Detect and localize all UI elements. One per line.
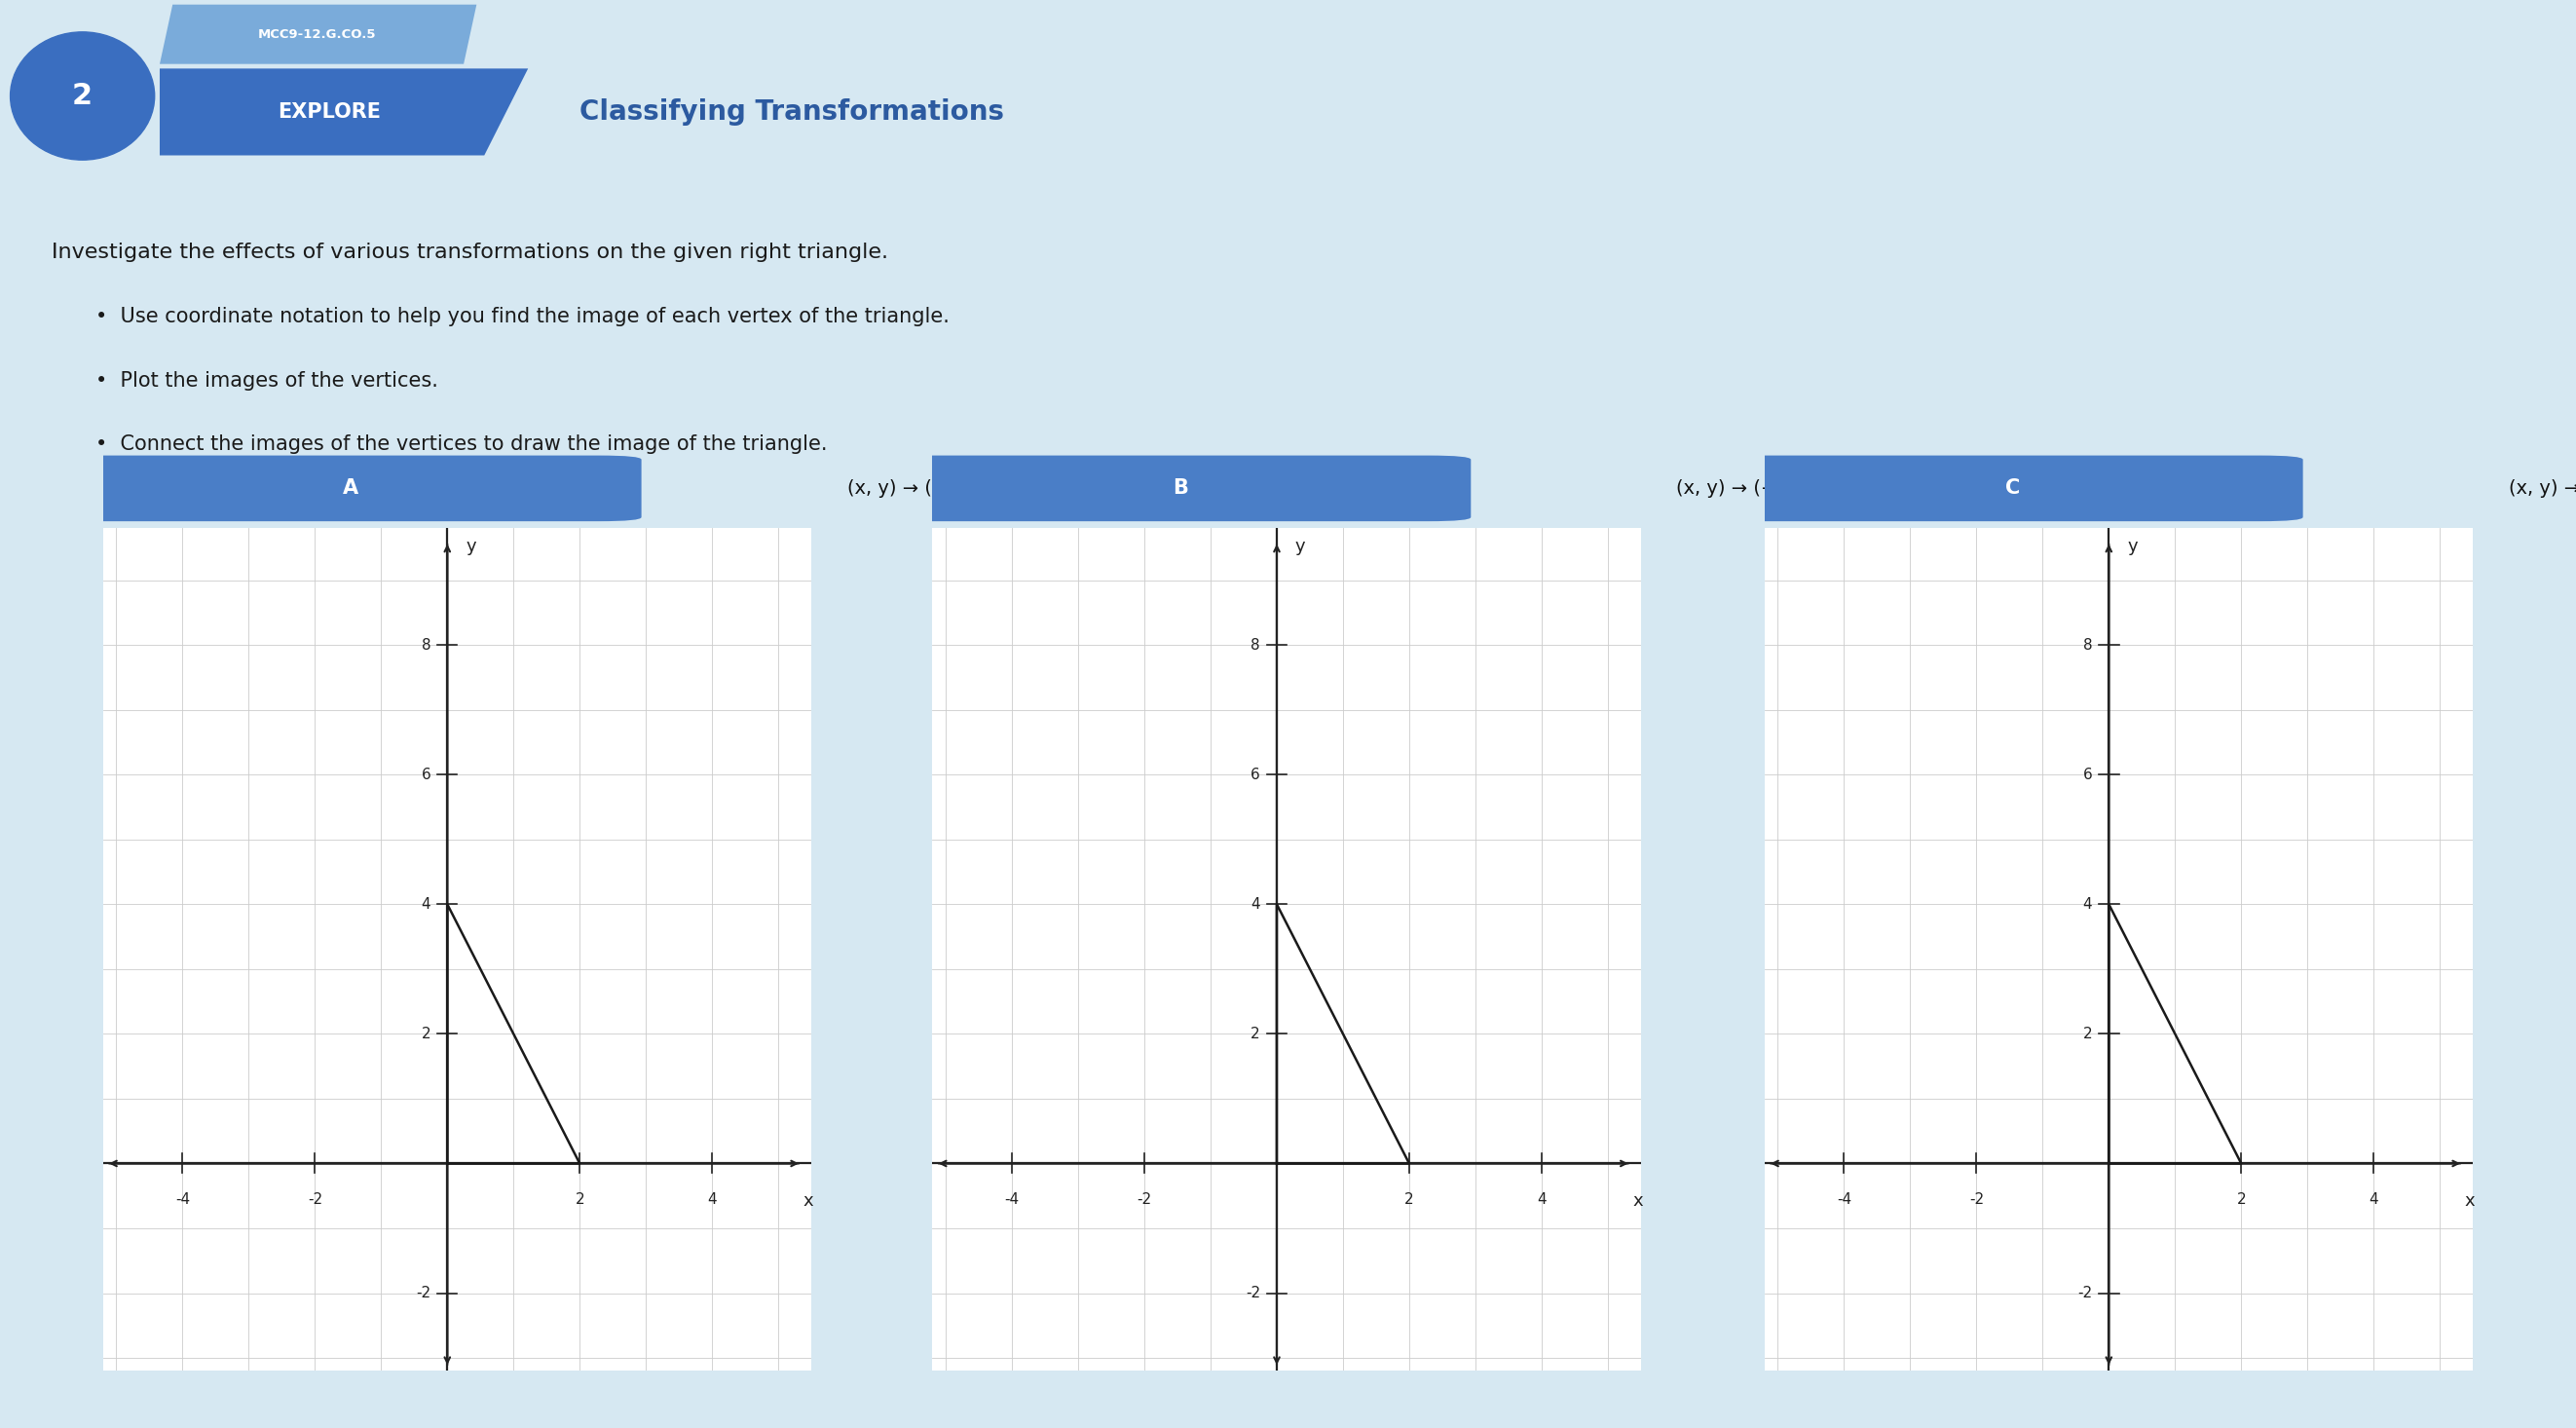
Text: •  Plot the images of the vertices.: • Plot the images of the vertices. xyxy=(95,371,438,390)
Text: y: y xyxy=(2128,538,2138,555)
FancyBboxPatch shape xyxy=(62,456,641,521)
Text: 2: 2 xyxy=(1404,1192,1414,1207)
Text: Classifying Transformations: Classifying Transformations xyxy=(580,99,1005,126)
Circle shape xyxy=(10,31,155,160)
Text: x: x xyxy=(804,1192,814,1210)
Text: y: y xyxy=(466,538,477,555)
Text: MCC9-12.G.CO.5: MCC9-12.G.CO.5 xyxy=(258,29,376,40)
Text: 2: 2 xyxy=(422,1027,430,1041)
Text: y: y xyxy=(1296,538,1306,555)
Text: -2: -2 xyxy=(1136,1192,1151,1207)
Text: •  Use coordinate notation to help you find the image of each vertex of the tria: • Use coordinate notation to help you fi… xyxy=(95,307,951,326)
Text: 6: 6 xyxy=(1252,767,1260,783)
Text: 2: 2 xyxy=(2236,1192,2246,1207)
FancyBboxPatch shape xyxy=(1723,456,2303,521)
Text: 8: 8 xyxy=(1252,638,1260,653)
Text: 2: 2 xyxy=(1252,1027,1260,1041)
Text: 4: 4 xyxy=(2370,1192,2378,1207)
Text: -4: -4 xyxy=(1005,1192,1020,1207)
Text: x: x xyxy=(2465,1192,2476,1210)
Text: 2: 2 xyxy=(72,81,93,110)
Text: 4: 4 xyxy=(422,897,430,911)
Text: (x, y) → (−y, x): (x, y) → (−y, x) xyxy=(2509,480,2576,497)
Text: x: x xyxy=(1633,1192,1643,1210)
Text: 8: 8 xyxy=(422,638,430,653)
Text: 4: 4 xyxy=(2084,897,2092,911)
Text: (x, y) → (−x, y): (x, y) → (−x, y) xyxy=(1677,480,1819,497)
Text: 6: 6 xyxy=(2084,767,2092,783)
Text: B: B xyxy=(1172,478,1188,498)
Text: -2: -2 xyxy=(2079,1285,2092,1301)
Polygon shape xyxy=(160,69,528,156)
Text: 2: 2 xyxy=(2084,1027,2092,1041)
Text: C: C xyxy=(2004,478,2020,498)
Text: -2: -2 xyxy=(1247,1285,1260,1301)
FancyBboxPatch shape xyxy=(891,456,1471,521)
Text: 4: 4 xyxy=(1538,1192,1546,1207)
Text: A: A xyxy=(343,478,358,498)
Text: -4: -4 xyxy=(1837,1192,1852,1207)
Text: -2: -2 xyxy=(417,1285,430,1301)
Text: 4: 4 xyxy=(1252,897,1260,911)
Text: -4: -4 xyxy=(175,1192,191,1207)
Text: -2: -2 xyxy=(1968,1192,1984,1207)
Polygon shape xyxy=(160,4,477,64)
Text: EXPLORE: EXPLORE xyxy=(278,103,381,121)
Text: (x, y) → (x − 4, y + 3): (x, y) → (x − 4, y + 3) xyxy=(848,480,1054,497)
Text: •  Connect the images of the vertices to draw the image of the triangle.: • Connect the images of the vertices to … xyxy=(95,434,827,454)
Text: Investigate the effects of various transformations on the given right triangle.: Investigate the effects of various trans… xyxy=(52,243,889,263)
Text: -2: -2 xyxy=(307,1192,322,1207)
Text: 8: 8 xyxy=(2084,638,2092,653)
Text: 4: 4 xyxy=(708,1192,716,1207)
Text: 2: 2 xyxy=(574,1192,585,1207)
Text: 6: 6 xyxy=(422,767,430,783)
